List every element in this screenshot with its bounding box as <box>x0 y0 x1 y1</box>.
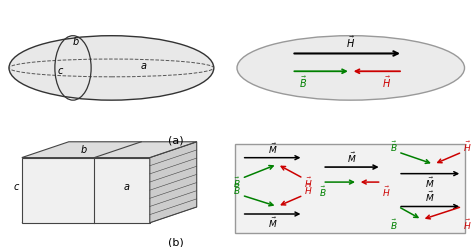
Text: $\vec{H}$: $\vec{H}$ <box>346 35 356 50</box>
Text: $\vec{B}$: $\vec{B}$ <box>299 75 308 90</box>
Polygon shape <box>22 158 150 223</box>
Text: $\vec{H}$: $\vec{H}$ <box>463 140 471 154</box>
Text: (a): (a) <box>168 136 183 146</box>
Polygon shape <box>22 142 197 158</box>
FancyBboxPatch shape <box>235 144 465 233</box>
Text: $\vec{H}$: $\vec{H}$ <box>382 75 391 90</box>
Text: $\vec{B}$: $\vec{B}$ <box>233 176 241 190</box>
Text: $\vec{B}$: $\vec{B}$ <box>390 218 397 232</box>
Text: $\vec{H}$: $\vec{H}$ <box>463 218 471 232</box>
Ellipse shape <box>237 36 465 100</box>
Text: $\vec{H}$: $\vec{H}$ <box>304 183 312 197</box>
Text: $\vec{B}$: $\vec{B}$ <box>390 140 397 154</box>
Text: (b): (b) <box>167 237 183 247</box>
Ellipse shape <box>9 36 214 100</box>
Text: b: b <box>81 145 87 155</box>
Text: $\vec{M}$: $\vec{M}$ <box>425 190 435 204</box>
Text: $\vec{M}$: $\vec{M}$ <box>268 142 277 156</box>
Text: c: c <box>14 182 19 192</box>
Text: c: c <box>57 66 63 76</box>
Text: $\vec{H}$: $\vec{H}$ <box>304 176 312 190</box>
Polygon shape <box>150 142 197 223</box>
Text: $\vec{M}$: $\vec{M}$ <box>425 176 435 190</box>
Text: $\vec{B}$: $\vec{B}$ <box>319 185 326 199</box>
Text: $\vec{H}$: $\vec{H}$ <box>382 185 391 199</box>
Text: $\vec{B}$: $\vec{B}$ <box>233 183 241 197</box>
Text: $\vec{M}$: $\vec{M}$ <box>347 151 357 165</box>
Text: $\vec{M}$: $\vec{M}$ <box>268 215 277 229</box>
Text: a: a <box>140 61 146 71</box>
Text: b: b <box>73 37 79 47</box>
Text: a: a <box>123 182 129 192</box>
